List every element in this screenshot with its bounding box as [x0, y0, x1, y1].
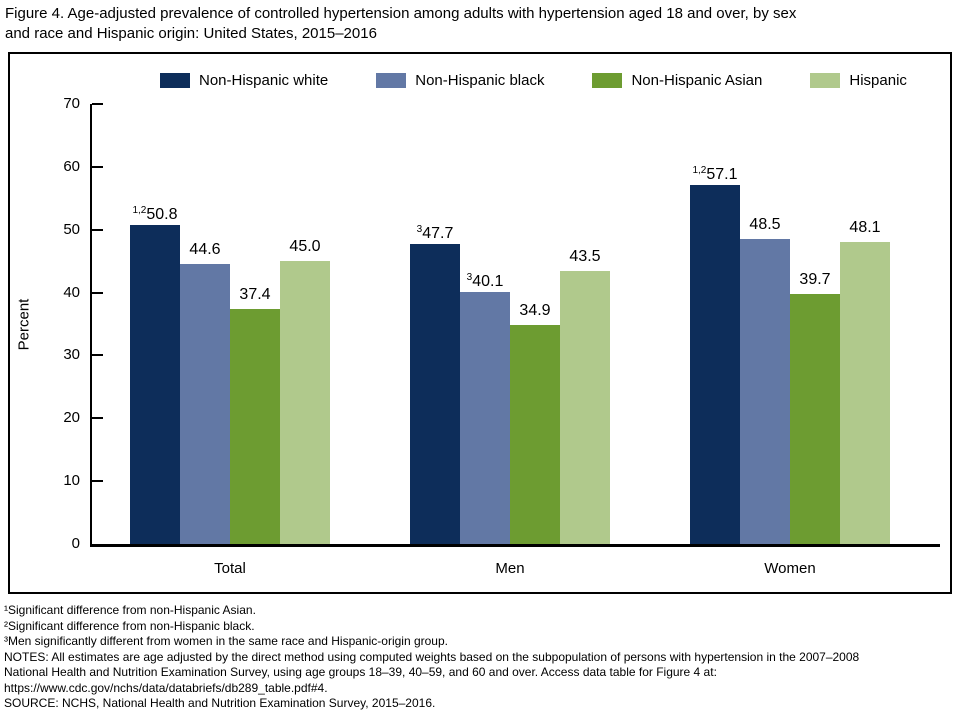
bar-value-men-non-hispanic-white: 347.7: [416, 224, 454, 242]
y-tick: [92, 228, 103, 231]
bar-value-women-non-hispanic-black: 48.5: [749, 216, 781, 233]
bar-value-women-hispanic: 48.1: [849, 219, 881, 236]
bar-value-total-non-hispanic-black: 44.6: [189, 241, 221, 258]
y-tick: [92, 165, 103, 168]
y-tick: [92, 103, 103, 105]
legend-swatch-non-hispanic-black: [376, 73, 407, 88]
bar-men-non-hispanic-white: [410, 244, 460, 544]
legend-label: Hispanic: [849, 72, 907, 89]
bar-total-hispanic: [280, 261, 330, 544]
legend-item-non-hispanic-black: Non-Hispanic black: [376, 72, 544, 89]
legend-swatch-non-hispanic-asian: [592, 73, 623, 88]
footnote-line: ²Significant difference from non-Hispani…: [4, 618, 255, 633]
footnote-line: SOURCE: NCHS, National Health and Nutrit…: [4, 696, 436, 710]
legend-item-non-hispanic-white: Non-Hispanic white: [160, 72, 328, 89]
legend-label: Non-Hispanic Asian: [631, 72, 763, 89]
legend-item-hispanic: Hispanic: [810, 72, 907, 89]
y-tick-label: 50: [63, 220, 80, 238]
legend-swatch-non-hispanic-white: [160, 73, 190, 88]
y-tick-label: 10: [63, 472, 80, 490]
figure-title-line: and race and Hispanic origin: United Sta…: [5, 25, 377, 42]
y-tick-label: 30: [63, 346, 80, 364]
legend: Non-Hispanic white Non-Hispanic black Non-…: [160, 72, 907, 89]
footnote-line: https://www.cdc.gov/nchs/data/databriefs…: [4, 680, 328, 695]
y-tick: [92, 354, 103, 357]
significance-superscript: 3: [466, 272, 473, 283]
y-tick-label: 60: [63, 157, 80, 175]
y-tick-label: 0: [71, 535, 80, 552]
y-axis-title-text: Percent: [15, 298, 33, 350]
significance-superscript: 3: [416, 224, 423, 235]
footnote-line: ¹Significant difference from non-Hispani…: [4, 603, 256, 617]
bar-women-non-hispanic-asian: [790, 294, 840, 544]
y-axis-line: [90, 104, 92, 544]
legend-label: Non-Hispanic white: [199, 72, 329, 89]
y-tick-label: 70: [63, 95, 80, 112]
y-tick-label: 40: [63, 283, 80, 301]
bar-value-total-hispanic: 45.0: [289, 238, 321, 255]
bar-women-non-hispanic-black: [740, 239, 790, 544]
bar-value-men-non-hispanic-black: 340.1: [466, 272, 504, 290]
footnotes: ¹Significant difference from non-Hispani…: [4, 603, 956, 712]
bar-women-hispanic: [840, 242, 890, 544]
footnote-line: NOTES: All estimates are age adjusted by…: [4, 649, 860, 664]
y-tick: [92, 417, 103, 420]
y-tick-label: 20: [63, 409, 80, 427]
x-category-label-women: Women: [764, 560, 816, 577]
legend-swatch-hispanic: [810, 73, 841, 88]
figure-title: Figure 4. Age-adjusted prevalence of con…: [5, 4, 955, 44]
y-axis-title: Percent: [14, 104, 34, 544]
bar-men-hispanic: [560, 271, 610, 544]
figure-title-line: Figure 4. Age-adjusted prevalence of con…: [5, 5, 797, 22]
y-tick: [92, 480, 103, 483]
bar-men-non-hispanic-black: [460, 292, 510, 544]
bar-men-non-hispanic-asian: [510, 325, 560, 544]
x-category-label-total: Total: [214, 560, 246, 577]
significance-superscript: 1,2: [132, 205, 147, 216]
x-axis-line: [90, 544, 940, 547]
bar-total-non-hispanic-black: [180, 264, 230, 544]
bar-total-non-hispanic-white: [130, 225, 180, 544]
bar-value-men-non-hispanic-asian: 34.9: [519, 302, 551, 319]
y-tick: [92, 291, 103, 294]
legend-item-non-hispanic-asian: Non-Hispanic Asian: [592, 72, 762, 89]
bar-value-men-hispanic: 43.5: [569, 248, 601, 265]
legend-label: Non-Hispanic black: [415, 72, 545, 89]
x-category-label-men: Men: [495, 560, 525, 577]
footnote-line: National Health and Nutrition Examinatio…: [4, 665, 717, 679]
bar-value-total-non-hispanic-asian: 37.4: [239, 286, 271, 303]
footnote-line: ³Men significantly different from women …: [4, 634, 448, 648]
bar-value-women-non-hispanic-white: 1,257.1: [692, 165, 738, 183]
significance-superscript: 1,2: [692, 165, 707, 176]
plot-area: Percent 0 10 20 30 40 50 60 70 1,250.8 44.6 37.4 45…: [16, 95, 940, 577]
bar-value-women-non-hispanic-asian: 39.7: [799, 271, 831, 288]
chart-container: Non-Hispanic white Non-Hispanic black Non-…: [8, 52, 952, 594]
bar-value-total-non-hispanic-white: 1,250.8: [132, 205, 178, 223]
bar-women-non-hispanic-white: [690, 185, 740, 544]
bar-total-non-hispanic-asian: [230, 309, 280, 544]
